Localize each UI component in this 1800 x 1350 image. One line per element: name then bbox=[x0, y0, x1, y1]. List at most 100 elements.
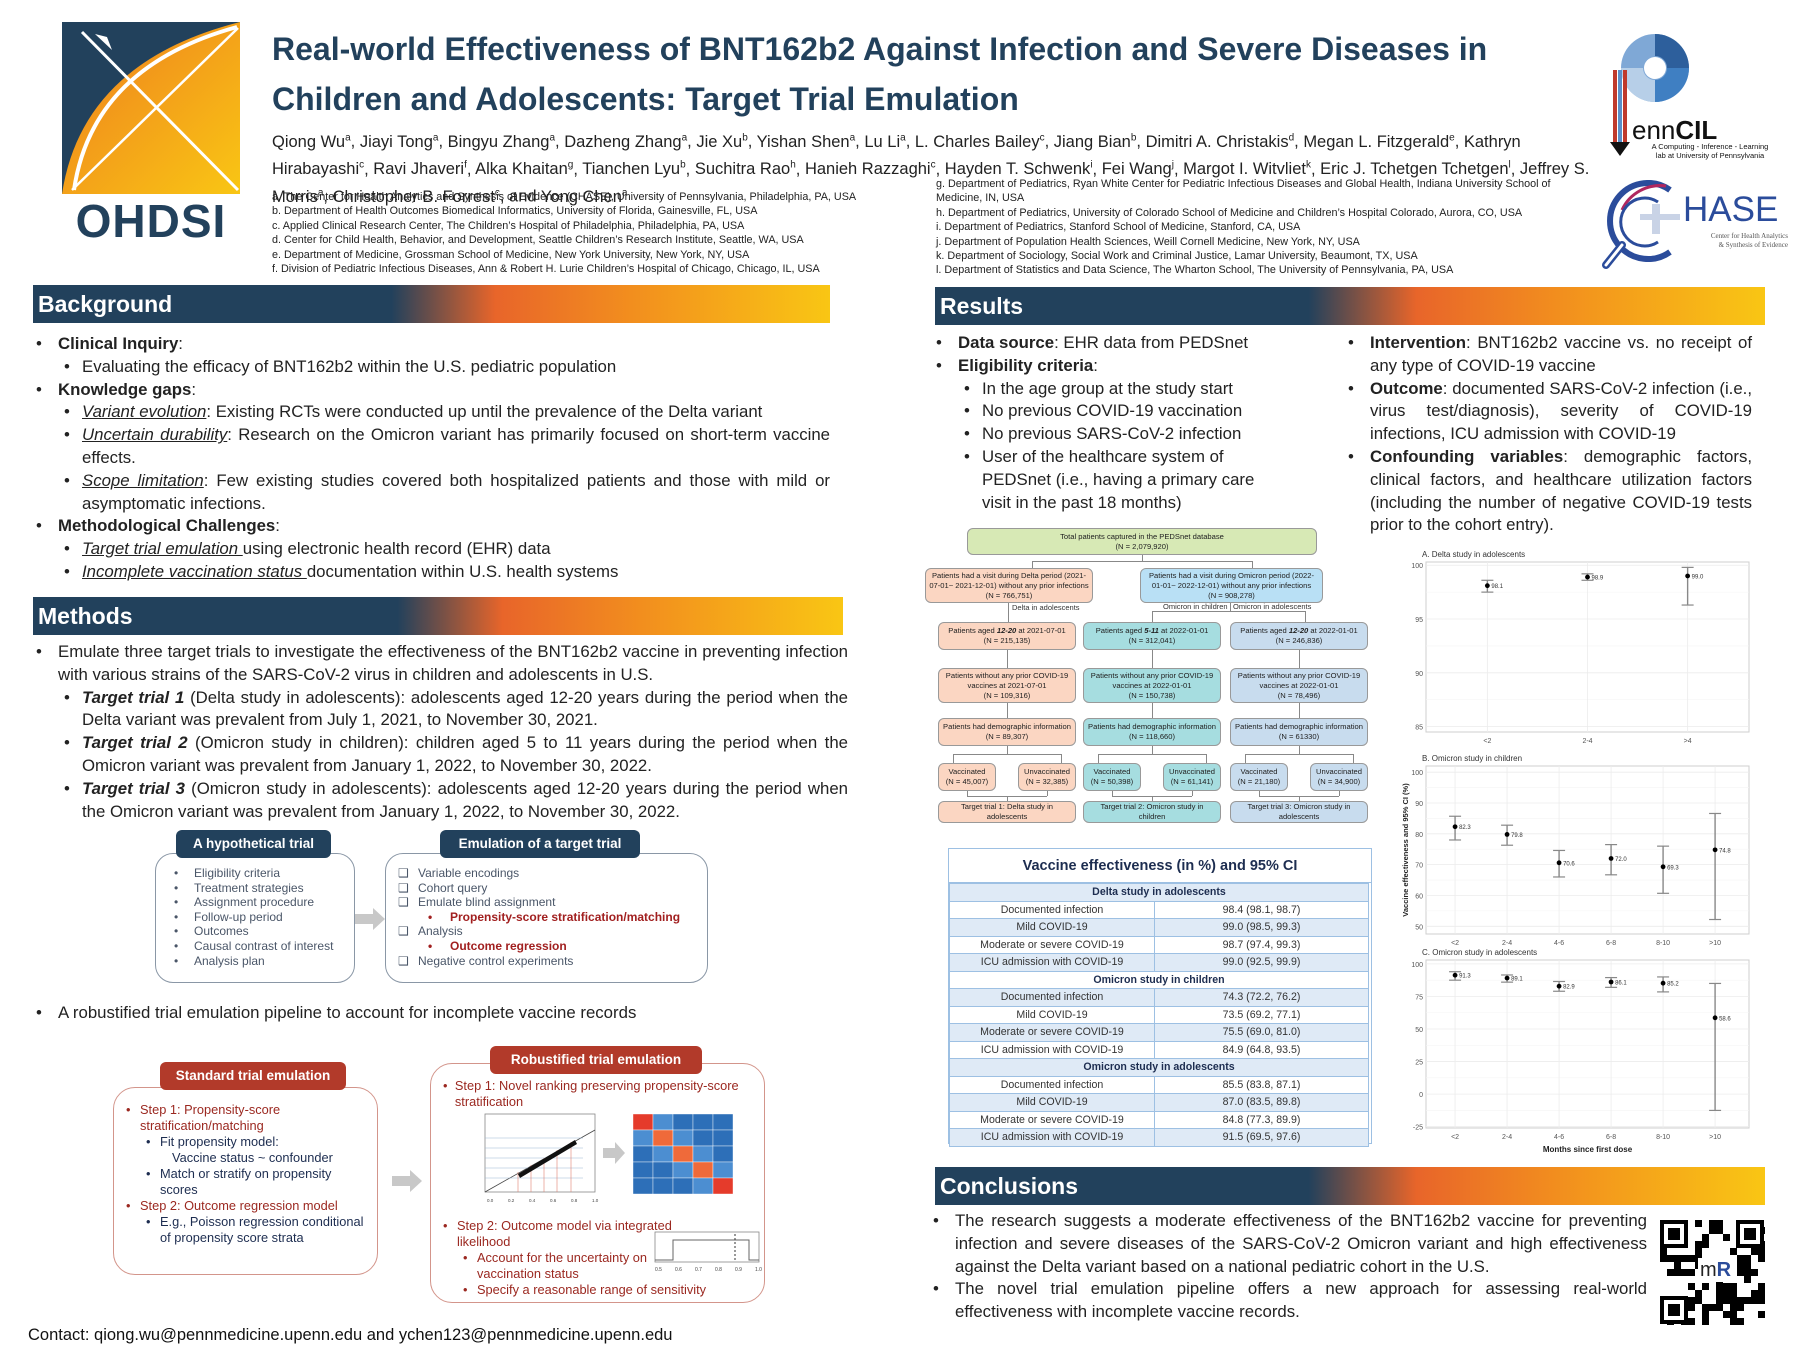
connector-line bbox=[1245, 754, 1353, 755]
robust-step2: • Step 2: Outcome model via integrated li… bbox=[443, 1218, 756, 1250]
qr-module bbox=[1702, 1311, 1709, 1318]
section-header-methods: Methods bbox=[33, 597, 843, 635]
qr-module bbox=[1744, 1297, 1751, 1304]
chart-panel: B. Omicron study in children 50 60 70 80 90 10… bbox=[1411, 754, 1750, 947]
checkbox-icon: ❑ bbox=[398, 895, 409, 910]
ve-value: 91.5 (69.5, 97.6) bbox=[1154, 1128, 1369, 1147]
ve-value: 75.5 (69.0, 81.0) bbox=[1154, 1023, 1369, 1042]
bullet: • bbox=[174, 895, 179, 910]
emulation-box: ❑ Variable encodings ❑ Cohort query ❑ Emulate… bbox=[385, 853, 708, 983]
hypo-item-text: Outcomes bbox=[194, 924, 249, 939]
qr-module bbox=[1688, 1297, 1695, 1304]
ve-outcome: Documented infection bbox=[949, 900, 1155, 919]
ve-group-name: Delta study in adolescents bbox=[949, 883, 1369, 902]
qr-module bbox=[1688, 1269, 1695, 1276]
author-affiliation-mark: j bbox=[1171, 159, 1174, 171]
affiliation: a. The Center for Health Analytics and S… bbox=[272, 191, 857, 203]
heatmap-cell bbox=[692, 1113, 714, 1131]
qr-module bbox=[1695, 1248, 1702, 1255]
bullet: • bbox=[174, 866, 179, 880]
methods-intro-text: Emulate three target trials to investiga… bbox=[58, 642, 848, 684]
affiliation: j. Department of Population Health Scien… bbox=[936, 235, 1360, 248]
heatmap-cell bbox=[692, 1177, 714, 1195]
intervention-label: Intervention bbox=[1370, 333, 1467, 352]
chase-logo: HASE Center for Health Analytics & Synth… bbox=[1600, 180, 1790, 275]
ve-group-name: Omicron study in children bbox=[949, 970, 1369, 989]
flow-delta-vaccinated-count: (N = 45,007) bbox=[945, 777, 989, 786]
ve-outcome: Moderate or severe COVID-19 bbox=[949, 1110, 1155, 1129]
flow-delta-period: Patients had a visit during Delta period… bbox=[925, 568, 1093, 603]
heatmap-cell bbox=[632, 1161, 654, 1179]
standard-item: • Step 1: Propensity-score stratification… bbox=[126, 1102, 369, 1134]
flow-omicron-adolescents-unvaccinated: Unvaccinated (N = 34,900) bbox=[1310, 763, 1368, 791]
ve-outcome: Moderate or severe COVID-19 bbox=[949, 935, 1155, 954]
ve-row: Mild COVID-19 99.0 (98.5, 99.3) bbox=[949, 918, 1369, 937]
y-tick-label: 70 bbox=[1415, 863, 1423, 870]
qr-module bbox=[1730, 1304, 1737, 1311]
heatmap-cell bbox=[672, 1177, 694, 1195]
connector-line bbox=[1098, 754, 1099, 763]
connector-line bbox=[1152, 650, 1153, 668]
qr-module bbox=[1681, 1269, 1688, 1276]
flow-delta-no-vaccine-count: (N = 109,316) bbox=[983, 690, 1031, 700]
flow-omicron-children-unvaccinated-count: (N = 61,141) bbox=[1170, 777, 1214, 786]
qr-module bbox=[1681, 1255, 1688, 1262]
qr-module bbox=[1660, 1248, 1667, 1255]
knowledge-gap-text: : Few existing studies covered both hosp… bbox=[82, 470, 830, 513]
flow-total-line: Total patients captured in the PEDSnet d… bbox=[1060, 531, 1224, 541]
bullet: • bbox=[174, 938, 179, 953]
author-name: Fei Wang bbox=[1101, 160, 1172, 178]
age-range: 12-20 bbox=[1288, 626, 1309, 635]
penncil-enn: enn bbox=[1632, 115, 1676, 145]
target-trial-text: (Omicron study in adolescents): adolesce… bbox=[82, 778, 848, 821]
flow-omicron-children-no-vaccine-count: (N = 150,738) bbox=[1128, 690, 1176, 700]
author-affiliation-mark: a bbox=[345, 132, 351, 143]
author-name: Qiong Wu bbox=[272, 132, 346, 151]
ve-row: ICU admission with COVID-19 99.0 (92.5, 9… bbox=[949, 953, 1369, 972]
heatmap-cell bbox=[652, 1129, 674, 1147]
bullet: • bbox=[126, 1198, 131, 1213]
author: Megan L. Fitzgeralde bbox=[1303, 132, 1454, 151]
author-affiliation-mark: a bbox=[681, 132, 688, 143]
affiliation: l. Department of Statistics and Data Sci… bbox=[936, 264, 1454, 277]
connector-line bbox=[1152, 796, 1153, 801]
affiliation: i. Department of Pediatrics, Stanford Sc… bbox=[936, 221, 1301, 234]
flow-omicron-adolescents-target-trial: Target trial 3: Omicron study in adolesc… bbox=[1230, 801, 1368, 823]
x-tick-label: 2-4 bbox=[1502, 940, 1512, 947]
qr-module bbox=[1730, 1248, 1737, 1255]
penncil-tagline: A Computing - Inference - Learning lab a… bbox=[1635, 142, 1785, 160]
qr-code[interactable]: mR bbox=[1658, 1218, 1768, 1328]
clinical-inquiry: Clinical Inquiry: Evaluating the efficac… bbox=[30, 333, 830, 379]
text: Patients aged bbox=[1095, 626, 1145, 635]
penncil-tag2: lab at University of Pennsylvania bbox=[1655, 151, 1765, 160]
data-label: 74.8 bbox=[1719, 848, 1731, 854]
author: Christopher B. Forrestc bbox=[333, 187, 500, 206]
emulation-subitem: • Outcome regression bbox=[398, 939, 707, 954]
author-name: Dimitri A. Christakis bbox=[1145, 132, 1289, 151]
author-affiliation-mark: d bbox=[1288, 132, 1295, 143]
knowledge-gap-term: Scope limitation bbox=[82, 470, 204, 490]
data-point bbox=[1660, 864, 1666, 870]
flow-omicron-adolescents-unvaccinated-count: (N = 34,900) bbox=[1317, 777, 1361, 786]
qr-module bbox=[1716, 1227, 1723, 1234]
data-source-label: Data source bbox=[958, 333, 1055, 352]
standard-item-text: E.g., Poisson regression conditional of … bbox=[160, 1214, 364, 1245]
flow-total-count: (N = 2,079,920) bbox=[1115, 541, 1169, 551]
ve-outcome: Mild COVID-19 bbox=[949, 1093, 1155, 1112]
bullet: • bbox=[428, 909, 433, 924]
penncil-tag1: A Computing - Inference - Learning bbox=[1651, 142, 1769, 151]
heatmap-cell bbox=[712, 1145, 734, 1163]
author-name: Yishan Shen bbox=[756, 132, 850, 151]
ve-value: 98.4 (98.1, 98.7) bbox=[1154, 900, 1369, 919]
flow-omicron-adolescents-no-vaccine-count: (N = 78,496) bbox=[1277, 690, 1321, 700]
hypo-item-text: Follow-up period bbox=[194, 909, 283, 924]
bullet: • bbox=[126, 1102, 131, 1117]
author-name: Yong Chen bbox=[540, 187, 622, 206]
qr-module bbox=[1744, 1269, 1751, 1276]
qr-module bbox=[1688, 1255, 1695, 1262]
qr-module bbox=[1702, 1241, 1709, 1248]
connector-line bbox=[1112, 791, 1113, 796]
affiliation: c. Applied Clinical Research Center, The… bbox=[272, 219, 745, 232]
confounding-label: Confounding variables bbox=[1370, 446, 1564, 466]
data-point bbox=[1608, 856, 1614, 861]
